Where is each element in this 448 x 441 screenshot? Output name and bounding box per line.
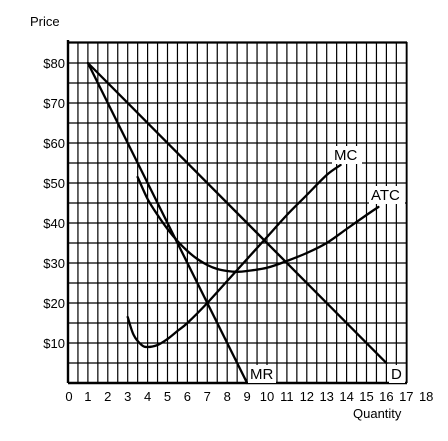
x-tick-label: 17 <box>399 389 413 404</box>
x-tick-label: 0 <box>65 389 72 404</box>
series-label-background <box>369 186 405 204</box>
series-label-background <box>248 365 276 383</box>
x-tick-label: 3 <box>124 389 131 404</box>
x-tick-label: 13 <box>319 389 333 404</box>
series-label-d: D <box>391 366 402 383</box>
series-mc-line <box>126 163 342 349</box>
x-tick-label: 15 <box>359 389 373 404</box>
y-axis-title: Price <box>30 14 60 29</box>
y-tick-label: $70 <box>43 96 65 111</box>
y-tick-label: $30 <box>43 256 65 271</box>
series-label-background <box>389 365 405 383</box>
x-tick-label: 9 <box>243 389 250 404</box>
labels-layer: D MR MC ATC <box>248 146 405 383</box>
series-label-atc: ATC <box>371 187 400 204</box>
series-label-mr: MR <box>250 366 273 383</box>
series-layer <box>86 61 388 385</box>
x-tick-label: 16 <box>379 389 393 404</box>
x-tick-label: 14 <box>339 389 353 404</box>
y-tick-label: $80 <box>43 56 65 71</box>
y-tick-label: $10 <box>43 336 65 351</box>
x-tick-label: 18 <box>419 389 433 404</box>
series-d-line <box>86 61 388 365</box>
axes: $10$20$30$40$50$60$70$800 1 2 3 4 5 6 7 8 9 10 11 12… <box>43 40 433 404</box>
series-label-mc: MC <box>334 147 357 164</box>
y-tick-label: $40 <box>43 216 65 231</box>
x-tick-label: 10 <box>260 389 274 404</box>
x-tick-label: 4 <box>144 389 151 404</box>
x-tick-label: 8 <box>224 389 231 404</box>
y-tick-label: $60 <box>43 136 65 151</box>
series-label-background <box>332 146 362 164</box>
series-atc-line <box>136 175 380 273</box>
y-tick-label: $20 <box>43 296 65 311</box>
x-tick-label: 7 <box>204 389 211 404</box>
x-tick-label: 5 <box>164 389 171 404</box>
x-tick-label: 11 <box>280 389 294 404</box>
y-tick-label: $50 <box>43 176 65 191</box>
x-tick-label: 6 <box>184 389 191 404</box>
x-tick-label: 2 <box>104 389 111 404</box>
x-tick-label: 12 <box>300 389 314 404</box>
x-axis-title: Quantity <box>353 406 402 421</box>
grid <box>67 41 408 384</box>
x-tick-label: 1 <box>84 389 91 404</box>
series-mr-line <box>86 61 249 385</box>
